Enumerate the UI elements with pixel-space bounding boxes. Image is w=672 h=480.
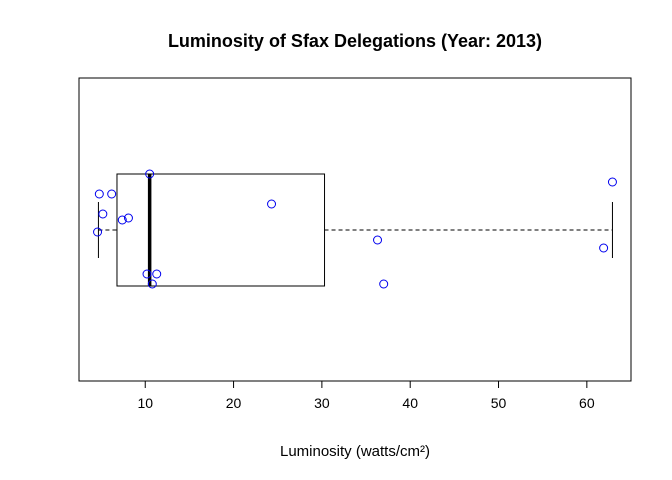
- data-point: [599, 243, 609, 253]
- data-point: [117, 215, 127, 225]
- x-tick-label: 50: [491, 395, 507, 411]
- data-points: [93, 169, 617, 289]
- data-point: [145, 169, 155, 179]
- x-tick-label: 40: [402, 395, 418, 411]
- x-axis-label: Luminosity (watts/cm²): [280, 443, 430, 460]
- data-point: [147, 279, 157, 289]
- data-point: [107, 189, 117, 199]
- x-axis: 10 20 30 40 50 60: [137, 380, 595, 411]
- data-point: [373, 235, 383, 245]
- data-point: [267, 199, 277, 209]
- data-point: [607, 177, 617, 187]
- interquartile-box: [116, 173, 326, 287]
- data-point: [98, 209, 108, 219]
- chart-title: Luminosity of Sfax Delegations (Year: 20…: [168, 31, 542, 51]
- x-tick-label: 30: [314, 395, 330, 411]
- data-point: [94, 189, 104, 199]
- x-tick-label: 10: [137, 395, 153, 411]
- data-point: [152, 269, 162, 279]
- data-point: [93, 227, 103, 237]
- box-plot: [97, 173, 613, 287]
- data-point: [379, 279, 389, 289]
- x-tick-label: 60: [579, 395, 595, 411]
- data-point: [142, 269, 152, 279]
- x-tick-label: 20: [226, 395, 242, 411]
- data-point: [123, 213, 133, 223]
